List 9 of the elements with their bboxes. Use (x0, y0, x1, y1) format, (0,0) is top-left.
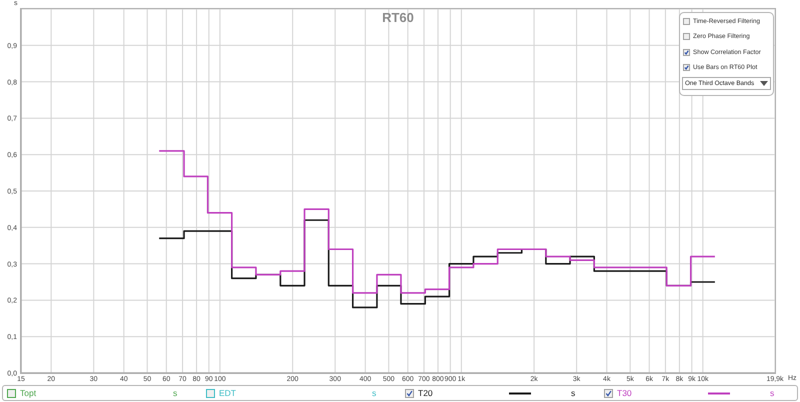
text: T20 (418, 388, 433, 398)
text: s (173, 388, 178, 398)
legend-label: EDT (219, 388, 236, 398)
text: s (770, 388, 774, 398)
text: T30 (617, 388, 632, 398)
text: s (372, 388, 376, 398)
text: s (571, 388, 576, 398)
chart-title: RT60 (382, 10, 414, 25)
legend-label: Topt (20, 388, 36, 398)
